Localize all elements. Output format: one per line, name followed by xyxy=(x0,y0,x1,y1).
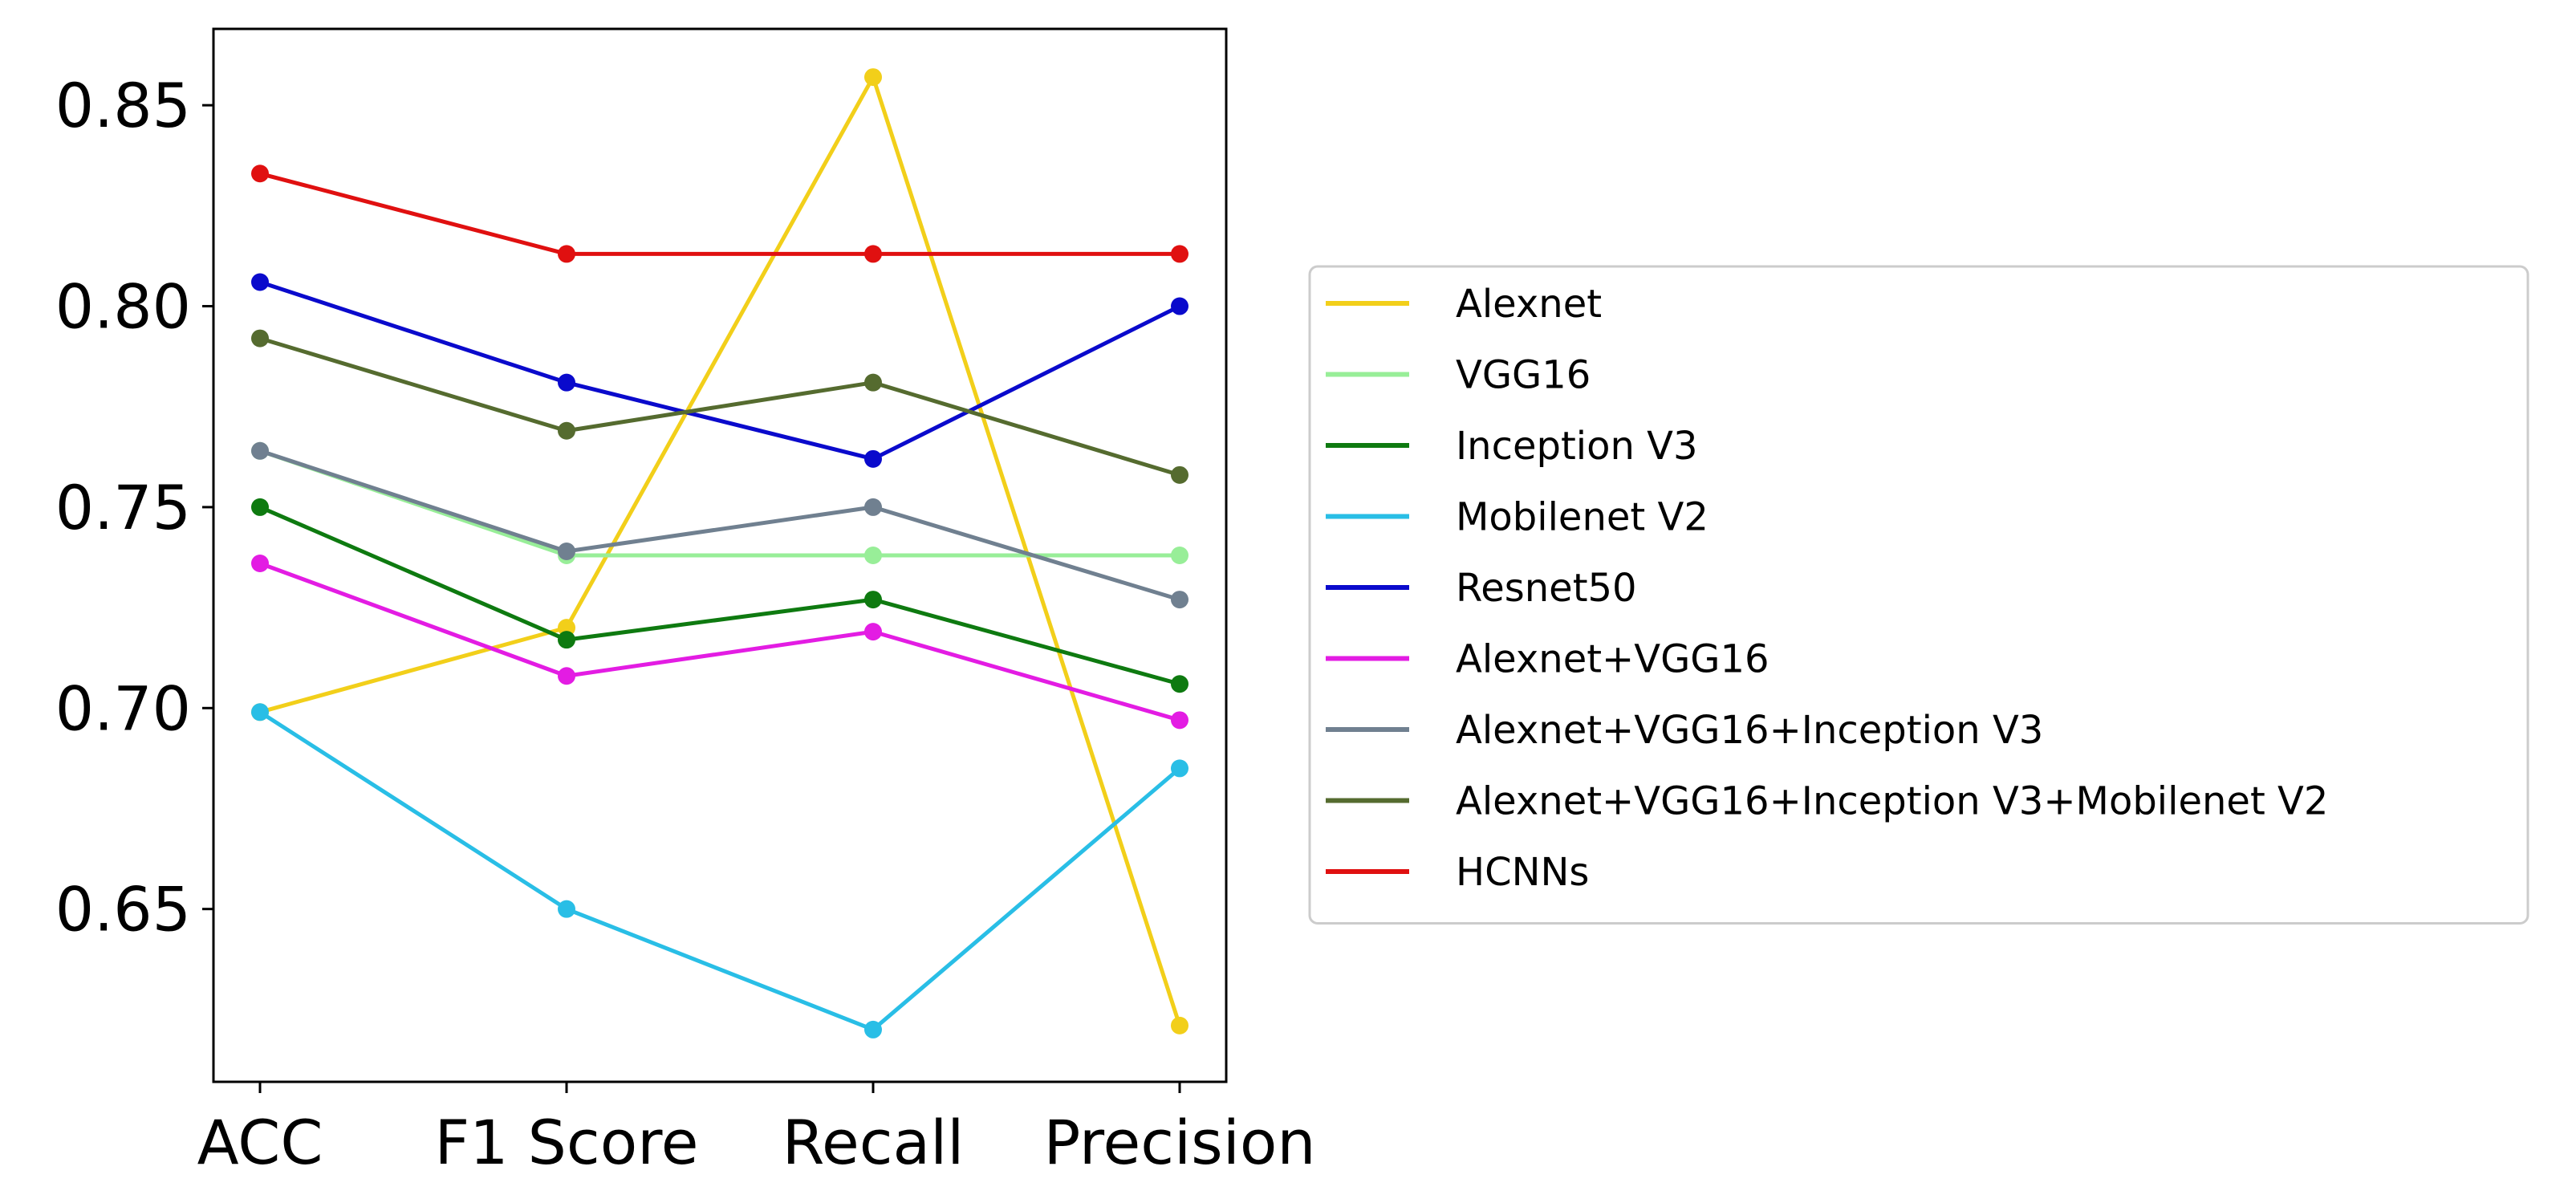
legend-label: HCNNs xyxy=(1456,850,1589,895)
legend-entry: Inception V3 xyxy=(1326,424,1698,469)
legend-label: Resnet50 xyxy=(1456,566,1637,611)
data-point xyxy=(558,421,575,440)
data-point xyxy=(864,623,882,641)
series-hcnns xyxy=(251,165,1188,263)
series-line xyxy=(259,336,1180,478)
data-point xyxy=(558,667,575,685)
series-line xyxy=(259,449,1180,558)
y-tick-label: 0.85 xyxy=(55,70,191,141)
legend-label: Alexnet+VGG16 xyxy=(1456,637,1769,682)
data-point xyxy=(864,245,882,263)
legend-label: Inception V3 xyxy=(1456,424,1698,469)
legend-entry: HCNNs xyxy=(1326,850,1589,895)
legend-label: Alexnet xyxy=(1456,282,1602,327)
series-line xyxy=(259,449,1180,602)
data-point xyxy=(1171,245,1188,263)
data-point xyxy=(864,498,882,516)
data-point xyxy=(864,547,882,564)
data-point xyxy=(558,542,575,560)
series-alexnet-vgg16-inception-v3-mobilenet-v2 xyxy=(251,329,1188,484)
data-point xyxy=(864,449,882,468)
series-line xyxy=(258,710,1181,1032)
data-point xyxy=(1171,297,1188,315)
data-point xyxy=(251,165,269,183)
series-vgg16 xyxy=(251,441,1188,564)
legend-label: Alexnet+VGG16+Inception V3 xyxy=(1456,708,2043,753)
data-point xyxy=(1171,711,1188,730)
legend-entry: Alexnet+VGG16 xyxy=(1326,637,1769,682)
data-point xyxy=(1171,759,1188,778)
legend-entry: VGG16 xyxy=(1326,353,1591,398)
data-point xyxy=(864,591,882,609)
data-point xyxy=(1171,675,1188,693)
data-point xyxy=(1171,465,1188,484)
legend-label: VGG16 xyxy=(1456,353,1591,398)
legend-entry: Alexnet xyxy=(1326,282,1602,327)
series-layer xyxy=(251,68,1188,1038)
data-point xyxy=(1171,1016,1188,1034)
series-alexnet xyxy=(251,68,1188,1034)
data-point xyxy=(1171,547,1188,564)
series-alexnet-vgg16 xyxy=(251,555,1188,730)
x-tick-label: Precision xyxy=(1043,1107,1315,1178)
data-point xyxy=(251,329,269,348)
data-point xyxy=(558,245,575,263)
data-point xyxy=(251,703,269,721)
data-point xyxy=(251,273,269,291)
legend-entry: Mobilenet V2 xyxy=(1326,495,1709,540)
data-point xyxy=(558,373,575,392)
series-line xyxy=(259,561,1180,722)
series-alexnet-vgg16-inception-v3 xyxy=(251,441,1188,609)
axes: 0.65 0.70 0.75 0.80 0.85 ACC F1 Score Recall Pre… xyxy=(55,27,1316,1178)
legend-label: Mobilenet V2 xyxy=(1456,495,1709,540)
data-point xyxy=(1171,591,1188,609)
data-point xyxy=(251,498,269,516)
plot-frame xyxy=(212,27,1228,1083)
legend-label: Alexnet+VGG16+Inception V3+Mobilenet V2 xyxy=(1456,779,2328,824)
x-tick-label: F1 Score xyxy=(434,1107,698,1178)
data-point xyxy=(558,900,575,918)
y-tick-label: 0.80 xyxy=(55,271,191,343)
y-tick-label: 0.75 xyxy=(55,472,191,543)
series-line xyxy=(259,171,1180,256)
data-point xyxy=(558,631,575,649)
data-point xyxy=(864,1020,882,1038)
legend: Alexnet VGG16 Inception V3 Mobilenet V2 Resn… xyxy=(1308,265,2529,925)
legend-entry: Resnet50 xyxy=(1326,566,1637,611)
legend-entry: Alexnet+VGG16+Inception V3+Mobilenet V2 xyxy=(1326,779,2328,824)
series-resnet50 xyxy=(251,273,1188,468)
data-point xyxy=(251,555,269,573)
y-tick-label: 0.65 xyxy=(55,874,191,945)
legend-entry: Alexnet+VGG16+Inception V3 xyxy=(1326,708,2043,753)
data-point xyxy=(251,441,269,460)
data-point xyxy=(864,68,882,87)
x-tick-label: Recall xyxy=(782,1107,965,1178)
series-line xyxy=(259,505,1180,686)
x-tick-label: ACC xyxy=(197,1107,323,1178)
series-inception-v3 xyxy=(251,498,1188,693)
series-line xyxy=(259,280,1181,461)
data-point xyxy=(864,373,882,392)
series-mobilenet-v2 xyxy=(251,703,1188,1038)
y-tick-label: 0.70 xyxy=(55,673,191,744)
legend-box xyxy=(1308,265,2529,925)
